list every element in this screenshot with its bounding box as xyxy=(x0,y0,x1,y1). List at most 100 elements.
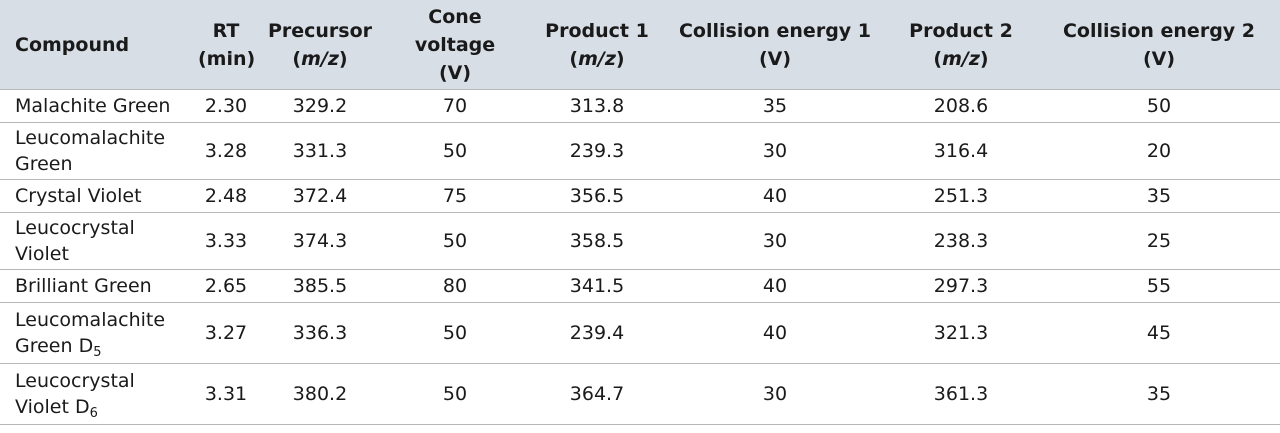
header-rt-label: RT xyxy=(212,20,240,42)
cell-collision-energy-1: 40 xyxy=(666,269,884,303)
header-rt: RT (min) xyxy=(194,0,258,90)
cell-rt: 2.65 xyxy=(194,269,258,303)
compound-name-line-1: Malachite Green xyxy=(15,95,171,117)
cell-compound: Leucomalachite Green xyxy=(0,122,194,180)
header-collision-energy-2-unit: (V) xyxy=(1142,48,1176,70)
table-row: Malachite Green 2.30 329.2 70 313.8 35 208.6 50 xyxy=(0,89,1280,123)
cell-product-2: 208.6 xyxy=(884,89,1038,123)
header-product-2-unit: (m/z) xyxy=(933,48,989,70)
header-product-2: Product 2 (m/z) xyxy=(884,0,1038,90)
compound-name-line-1: Leucomalachite xyxy=(15,309,166,331)
compound-name-line-2: Green D xyxy=(15,335,94,357)
cell-collision-energy-2: 55 xyxy=(1038,269,1280,303)
cell-product-2: 238.3 xyxy=(884,212,1038,270)
cell-cone-voltage: 50 xyxy=(382,302,528,364)
cell-collision-energy-1: 30 xyxy=(666,212,884,270)
cell-cone-voltage: 50 xyxy=(382,363,528,425)
header-product-1: Product 1 (m/z) xyxy=(528,0,666,90)
cell-collision-energy-2: 50 xyxy=(1038,89,1280,123)
header-product-1-label: Product 1 xyxy=(545,20,649,42)
cell-compound: Leucocrystal Violet D6 xyxy=(0,363,194,425)
cell-precursor: 372.4 xyxy=(258,179,382,213)
cell-cone-voltage: 50 xyxy=(382,212,528,270)
header-cone-voltage-label: Cone voltage xyxy=(414,6,496,56)
header-collision-energy-1-label: Collision energy 1 xyxy=(678,20,872,42)
compound-name-line-1: Leucomalachite xyxy=(15,127,166,149)
table-row: Leucocrystal Violet 3.33 374.3 50 358.5 30 238.… xyxy=(0,212,1280,270)
header-collision-energy-2: Collision energy 2 (V) xyxy=(1038,0,1280,90)
cell-product-2: 321.3 xyxy=(884,302,1038,364)
cell-precursor: 385.5 xyxy=(258,269,382,303)
compound-name-line-1: Leucocrystal xyxy=(15,370,135,392)
header-cone-voltage: Cone voltage (V) xyxy=(382,0,528,90)
cell-product-2: 316.4 xyxy=(884,122,1038,180)
cell-compound: Malachite Green xyxy=(0,89,194,123)
cell-rt: 2.30 xyxy=(194,89,258,123)
cell-rt: 3.28 xyxy=(194,122,258,180)
cell-collision-energy-2: 45 xyxy=(1038,302,1280,364)
cell-product-2: 251.3 xyxy=(884,179,1038,213)
cell-product-1: 313.8 xyxy=(528,89,666,123)
cell-rt: 3.31 xyxy=(194,363,258,425)
cell-precursor: 374.3 xyxy=(258,212,382,270)
cell-collision-energy-2: 35 xyxy=(1038,179,1280,213)
header-cone-voltage-unit: (V) xyxy=(438,62,472,84)
cell-collision-energy-1: 40 xyxy=(666,179,884,213)
cell-precursor: 329.2 xyxy=(258,89,382,123)
header-collision-energy-1: Collision energy 1 (V) xyxy=(666,0,884,90)
cell-precursor: 331.3 xyxy=(258,122,382,180)
cell-product-1: 364.7 xyxy=(528,363,666,425)
cell-rt: 3.33 xyxy=(194,212,258,270)
compound-name-line-1: Leucocrystal xyxy=(15,217,135,239)
header-product-2-label: Product 2 xyxy=(909,20,1013,42)
table-row: Leucomalachite Green D5 3.27 336.3 50 239.4 40… xyxy=(0,302,1280,364)
header-collision-energy-2-label: Collision energy 2 xyxy=(1062,20,1256,42)
deuterium-subscript: 6 xyxy=(89,406,98,421)
header-collision-energy-1-unit: (V) xyxy=(758,48,792,70)
cell-product-2: 297.3 xyxy=(884,269,1038,303)
cell-cone-voltage: 80 xyxy=(382,269,528,303)
header-product-1-unit: (m/z) xyxy=(569,48,625,70)
compound-name-line-2: Violet D xyxy=(15,396,90,418)
table-row: Brilliant Green 2.65 385.5 80 341.5 40 297.3 55 xyxy=(0,269,1280,303)
cell-collision-energy-1: 40 xyxy=(666,302,884,364)
header-precursor: Precursor (m/z) xyxy=(258,0,382,90)
cell-collision-energy-1: 30 xyxy=(666,122,884,180)
table-body: Malachite Green 2.30 329.2 70 313.8 35 208.6 50… xyxy=(0,89,1280,425)
header-rt-unit: (min) xyxy=(198,48,256,70)
table-header: Compound RT (min) Precursor (m/z) Cone v… xyxy=(0,0,1280,90)
cell-precursor: 380.2 xyxy=(258,363,382,425)
table-row: Crystal Violet 2.48 372.4 75 356.5 40 251.3 35 xyxy=(0,179,1280,213)
cell-compound: Brilliant Green xyxy=(0,269,194,303)
header-precursor-unit: (m/z) xyxy=(292,48,348,70)
cell-product-1: 356.5 xyxy=(528,179,666,213)
cell-collision-energy-1: 30 xyxy=(666,363,884,425)
header-compound: Compound xyxy=(0,0,194,90)
cell-rt: 2.48 xyxy=(194,179,258,213)
header-row: Compound RT (min) Precursor (m/z) Cone v… xyxy=(0,0,1280,90)
cell-cone-voltage: 50 xyxy=(382,122,528,180)
cell-product-1: 341.5 xyxy=(528,269,666,303)
cell-product-1: 239.3 xyxy=(528,122,666,180)
cell-collision-energy-2: 20 xyxy=(1038,122,1280,180)
table-row: Leucomalachite Green 3.28 331.3 50 239.3 30 316… xyxy=(0,122,1280,180)
cell-collision-energy-2: 35 xyxy=(1038,363,1280,425)
cell-cone-voltage: 75 xyxy=(382,179,528,213)
cell-product-2: 361.3 xyxy=(884,363,1038,425)
deuterium-subscript: 5 xyxy=(93,345,102,360)
compound-name-line-2: Green xyxy=(15,153,73,175)
cell-product-1: 358.5 xyxy=(528,212,666,270)
cell-precursor: 336.3 xyxy=(258,302,382,364)
header-compound-label: Compound xyxy=(15,34,130,56)
compound-name-line-1: Crystal Violet xyxy=(15,185,142,207)
cell-collision-energy-2: 25 xyxy=(1038,212,1280,270)
cell-product-1: 239.4 xyxy=(528,302,666,364)
cell-cone-voltage: 70 xyxy=(382,89,528,123)
cell-compound: Leucomalachite Green D5 xyxy=(0,302,194,364)
cell-compound: Crystal Violet xyxy=(0,179,194,213)
cell-collision-energy-1: 35 xyxy=(666,89,884,123)
cell-compound: Leucocrystal Violet xyxy=(0,212,194,270)
table-row: Leucocrystal Violet D6 3.31 380.2 50 364.7 30 3… xyxy=(0,363,1280,425)
compound-name-line-2: Violet xyxy=(15,243,69,265)
